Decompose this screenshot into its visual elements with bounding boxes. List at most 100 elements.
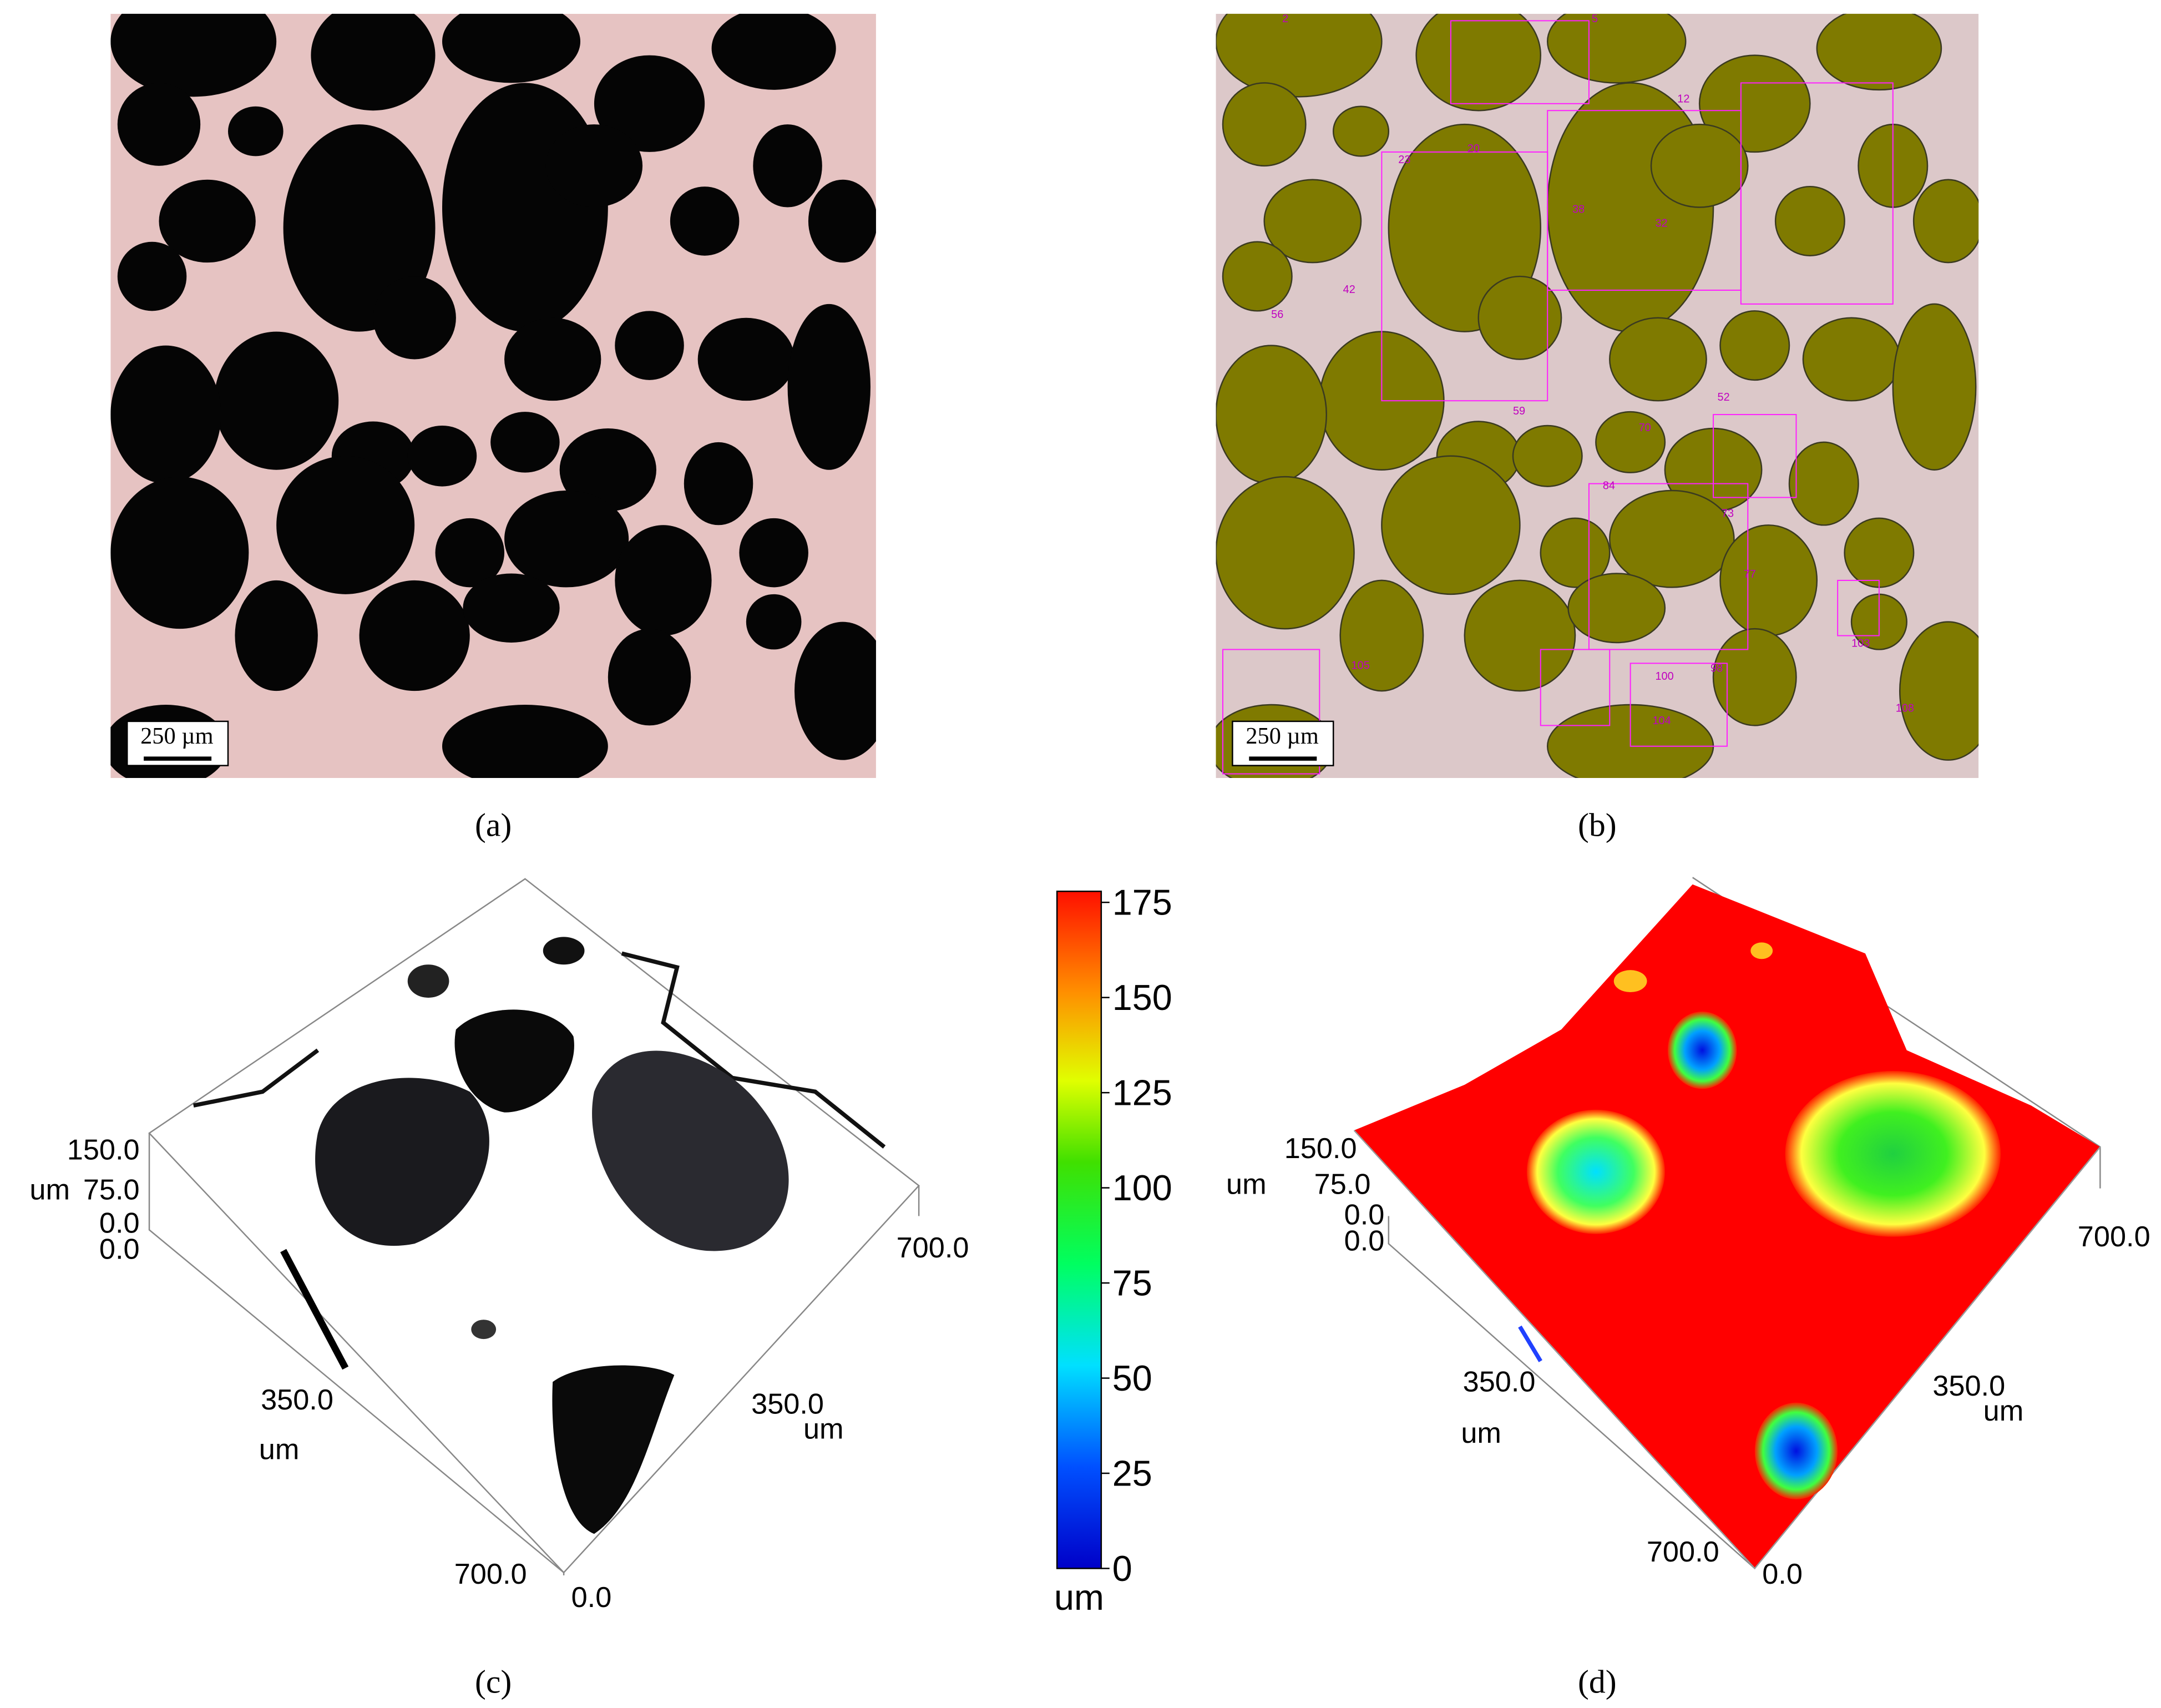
y-unit: um (1461, 1417, 1501, 1449)
x-tick-label: 350.0 (751, 1388, 824, 1421)
pore (227, 106, 284, 156)
x-tick-label: 0.0 (1762, 1558, 1803, 1590)
x-unit: um (803, 1413, 844, 1445)
pore (276, 456, 415, 594)
scale-bar-label: 250 µm (1246, 723, 1318, 749)
pore (545, 124, 643, 208)
region-label: 38 (1572, 204, 1585, 216)
panel-label: (b) (1578, 807, 1617, 843)
colorbar-tick-label: 100 (1112, 1168, 1172, 1208)
pore (110, 345, 221, 484)
pore (1512, 425, 1583, 487)
panel-label: (a) (475, 807, 512, 843)
pore (670, 186, 740, 256)
surface-3d-d (1353, 877, 2101, 1570)
pore (373, 276, 456, 360)
z-tick-label: 0.0 (99, 1207, 140, 1239)
x-tick-label: 700.0 (897, 1232, 969, 1264)
pore (1263, 179, 1362, 264)
panel-label: (c) (475, 1664, 512, 1700)
region-label: 12 (1677, 93, 1689, 105)
pore (504, 491, 629, 588)
micrograph-b: 2 5 12 20 23 32 38 42 56 59 52 70 73 77 84 98 100 103 104 1… (1216, 13, 1979, 779)
x-tick-label: 0.0 (571, 1581, 612, 1614)
pore (1595, 411, 1666, 473)
region-label: 100 (1655, 670, 1673, 683)
pore (594, 55, 705, 152)
z-tick-label: 75.0 (83, 1174, 140, 1206)
region-label: 77 (1744, 568, 1756, 580)
pore (1609, 489, 1735, 588)
pore (753, 124, 822, 208)
pore (442, 83, 608, 332)
pore (711, 13, 836, 90)
pore (311, 13, 436, 111)
pore (1547, 13, 1687, 84)
pore (1774, 185, 1845, 256)
z-tick-label: 150.0 (67, 1134, 140, 1166)
pore (435, 518, 505, 588)
colorbar-tick-label: 175 (1112, 882, 1172, 923)
pore (463, 573, 560, 643)
pore (794, 621, 876, 760)
z-tick-label: 150.0 (1284, 1133, 1357, 1165)
region-box (1629, 663, 1728, 747)
pore (1222, 82, 1307, 167)
z-unit: um (1226, 1169, 1267, 1201)
pore (1698, 54, 1811, 153)
pore (235, 580, 318, 691)
region-label: 105 (1352, 659, 1370, 671)
pore (1222, 241, 1293, 312)
z-tick-label: 75.0 (1314, 1169, 1371, 1201)
micrograph-a (110, 13, 876, 779)
region-box (1450, 20, 1590, 104)
region-label: 5 (1592, 13, 1598, 25)
y-unit: um (259, 1434, 300, 1466)
pore (159, 179, 256, 263)
colorbar-tick-label: 0 (1112, 1548, 1132, 1589)
pore (615, 311, 684, 380)
region-label: 52 (1718, 391, 1730, 403)
scale-bar-label: 250 µm (140, 723, 213, 749)
pore (1464, 579, 1576, 692)
y-tick-label: 0.0 (1344, 1225, 1385, 1257)
region-label: 59 (1513, 405, 1525, 417)
region-label: 23 (1398, 154, 1410, 166)
y-tick-label: 700.0 (454, 1558, 527, 1590)
pore (359, 580, 470, 691)
region-label: 98 (1710, 662, 1723, 674)
pore (808, 179, 876, 263)
y-tick-label: 350.0 (1463, 1366, 1536, 1398)
pore (407, 426, 477, 487)
pore (504, 317, 601, 401)
z-tick-label: 0.0 (1344, 1199, 1385, 1231)
pore (1216, 476, 1355, 630)
pore (608, 629, 691, 726)
pore (1816, 13, 1942, 91)
region-label: 42 (1343, 284, 1355, 296)
pore (1650, 123, 1749, 208)
y-tick-label: 350.0 (261, 1384, 333, 1416)
colorbar-tick-label: 25 (1112, 1453, 1152, 1493)
y-tick-label: 0.0 (99, 1234, 140, 1266)
region-label: 70 (1639, 422, 1651, 434)
pore (1567, 573, 1666, 644)
region-label: 56 (1271, 309, 1283, 321)
pore (110, 13, 277, 97)
pore (684, 442, 753, 525)
panel-label: (d) (1578, 1664, 1617, 1700)
colorbar-tick-label: 125 (1112, 1073, 1172, 1113)
pore (283, 124, 436, 332)
z-unit: um (29, 1174, 70, 1206)
pore (214, 331, 339, 470)
region-box (1713, 414, 1797, 498)
pore (615, 525, 712, 636)
pore (1899, 621, 1979, 761)
x-tick-label: 350.0 (1932, 1370, 2005, 1402)
colorbar-tick-label: 50 (1112, 1358, 1152, 1398)
pore (442, 13, 580, 83)
pore (1332, 105, 1390, 157)
pore (1719, 310, 1790, 381)
pore (1415, 13, 1541, 112)
pore (1712, 628, 1797, 726)
